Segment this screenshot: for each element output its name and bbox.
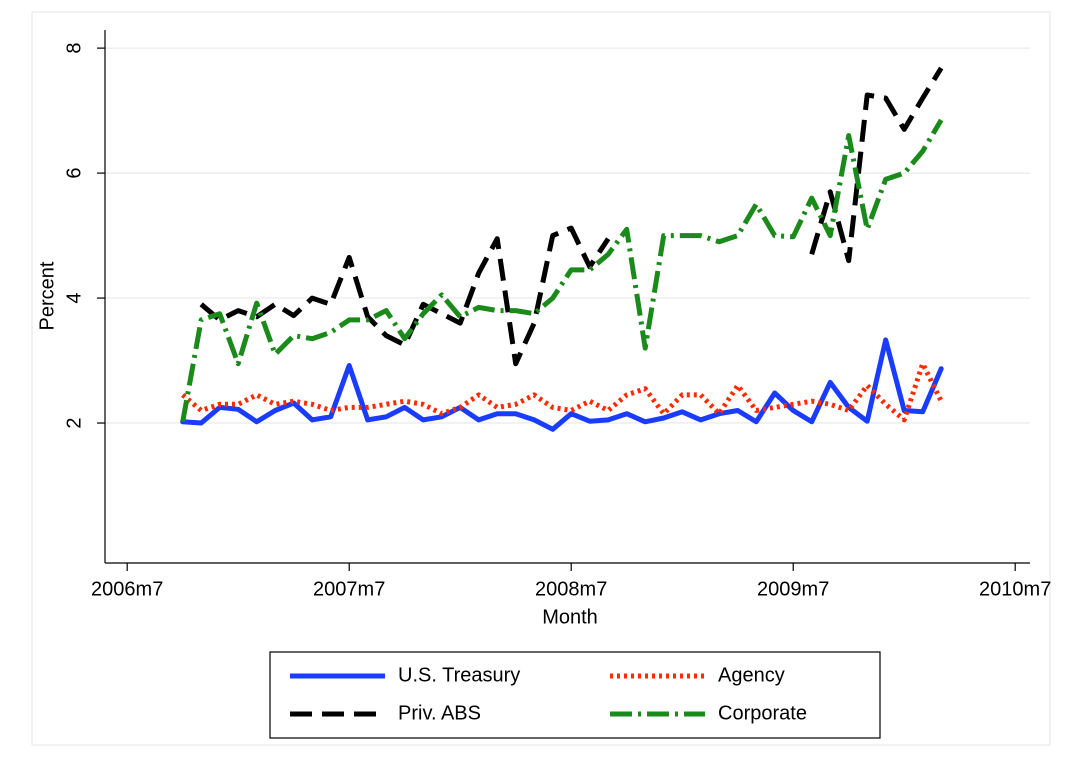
x-tick-label: 2006m7 bbox=[91, 578, 163, 600]
y-axis-title: Percent bbox=[36, 261, 58, 330]
x-tick-label: 2009m7 bbox=[757, 578, 829, 600]
y-tick-label: 2 bbox=[63, 417, 85, 428]
series-line bbox=[199, 66, 944, 367]
series-line bbox=[180, 337, 944, 432]
legend-box bbox=[269, 651, 881, 739]
x-tick-label: 2008m7 bbox=[535, 578, 607, 600]
legend-label: Agency bbox=[718, 664, 785, 686]
y-tick-label: 8 bbox=[63, 43, 85, 54]
x-axis-title: Month bbox=[542, 606, 598, 628]
chart-frame bbox=[31, 11, 1051, 746]
x-tick-label: 2010m7 bbox=[979, 578, 1051, 600]
legend-label: Priv. ABS bbox=[398, 702, 481, 724]
y-tick-label: 4 bbox=[63, 292, 85, 303]
series-line bbox=[180, 118, 944, 423]
y-tick-label: 6 bbox=[63, 168, 85, 179]
legend-label: Corporate bbox=[718, 702, 807, 724]
x-tick-label: 2007m7 bbox=[313, 578, 385, 600]
legend-label: U.S. Treasury bbox=[398, 664, 520, 686]
